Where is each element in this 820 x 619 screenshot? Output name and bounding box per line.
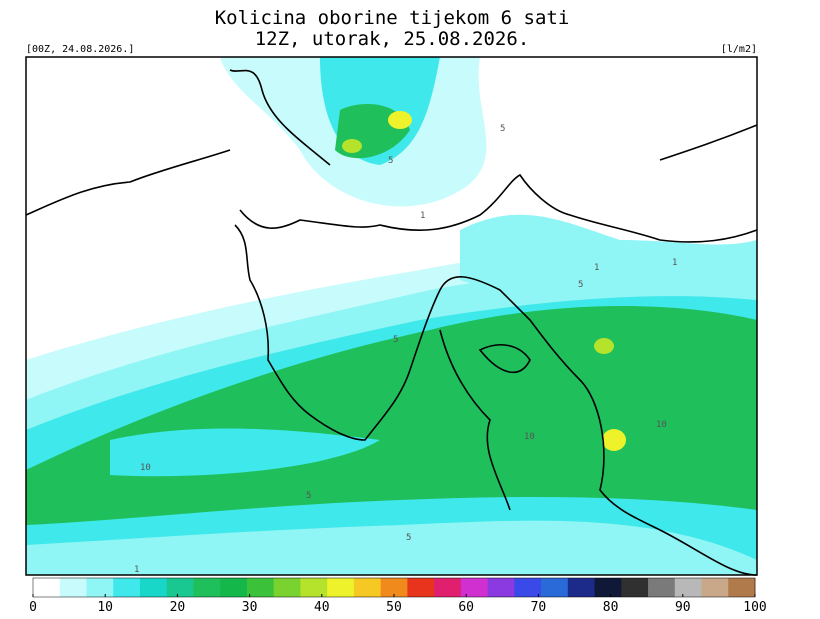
colorbar-tick-label: 90: [675, 600, 691, 615]
run-label: [00Z, 24.08.2026.]: [26, 44, 134, 55]
contour-label: 5: [406, 533, 411, 543]
colorbar-swatch: [487, 578, 515, 597]
contour-label: 1: [134, 565, 139, 575]
colorbar: 0 10 20 30 40 50 60 70 80 90 100: [29, 577, 767, 615]
colorbar-swatch: [273, 578, 301, 597]
colorbar-swatch: [33, 578, 61, 597]
colorbar-swatch: [353, 578, 382, 597]
colorbar-swatch: [300, 578, 328, 597]
colorbar-tick-label: 40: [314, 600, 330, 615]
colorbar-swatch: [220, 578, 248, 597]
contour-label: 5: [388, 156, 393, 166]
colorbar-tick-label: 100: [743, 600, 766, 615]
contour-labels: 5 5 1 1 5 5 1 10 10 10 5 5 1: [134, 124, 677, 575]
colorbar-tick-label: 60: [458, 600, 474, 615]
contour-label: 1: [672, 258, 677, 268]
colorbar-tick-label: 70: [531, 600, 547, 615]
contour-label: 10: [140, 463, 151, 473]
colorbar-swatch: [460, 578, 489, 597]
contour-label: 10: [656, 420, 667, 430]
unit-label: [l/m2]: [721, 44, 757, 55]
colorbar-swatch: [701, 578, 729, 597]
precip-field: [26, 57, 757, 575]
colorbar-swatch: [514, 578, 542, 597]
colorbar-swatch: [59, 578, 87, 597]
contour-label: 5: [306, 491, 311, 501]
colorbar-tick-label: 10: [97, 600, 113, 615]
colorbar-tick-label: 80: [603, 600, 619, 615]
contour-label: 5: [393, 335, 398, 345]
colorbar-swatch: [674, 578, 703, 597]
colorbar-swatch: [113, 578, 141, 597]
colorbar-tick-label: 30: [242, 600, 258, 615]
colorbar-swatch: [567, 578, 596, 597]
subtitle: 12Z, utorak, 25.08.2026.: [255, 28, 530, 50]
contour-label: 10: [524, 432, 535, 442]
colorbar-tick-label: 50: [386, 600, 402, 615]
colorbar-swatch: [541, 578, 569, 597]
contour-label: 1: [594, 263, 599, 273]
colorbar-swatch: [407, 578, 435, 597]
colorbar-swatch: [621, 578, 649, 597]
colorbar-tick-label: 20: [170, 600, 186, 615]
contour-label: 5: [578, 280, 583, 290]
colorbar-tick-label: 0: [29, 600, 37, 615]
contour-label: 5: [500, 124, 505, 134]
colorbar-swatch: [139, 578, 168, 597]
colorbar-swatch: [166, 578, 194, 597]
coastline: [25, 69, 758, 576]
contour-label: 1: [420, 211, 425, 221]
map-frame: [25, 56, 758, 576]
title: Kolicina oborine tijekom 6 sati: [215, 7, 570, 29]
colorbar-swatch: [594, 578, 622, 597]
colorbar-swatch: [327, 578, 355, 597]
colorbar-swatch: [434, 578, 462, 597]
colorbar-swatch: [380, 578, 408, 597]
colorbar-swatch: [193, 578, 221, 597]
colorbar-swatch: [648, 578, 676, 597]
colorbar-swatch: [728, 578, 756, 597]
colorbar-swatch: [86, 578, 114, 597]
colorbar-swatch: [246, 578, 275, 597]
